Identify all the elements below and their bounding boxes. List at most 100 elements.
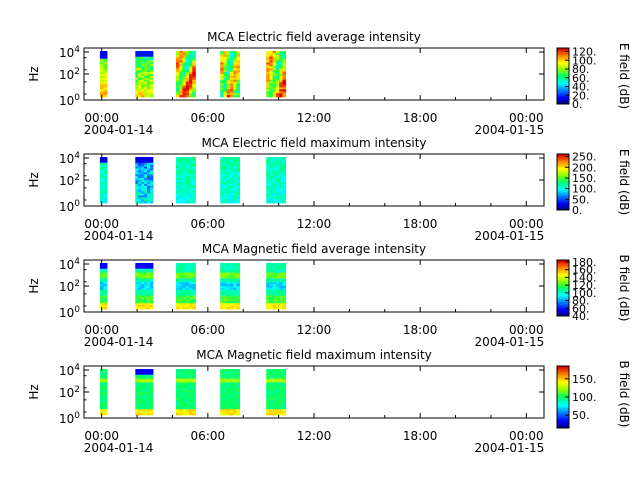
- heatmap-cell: [99, 162, 104, 166]
- heatmap-cell: [103, 268, 108, 272]
- heatmap-cell: [185, 68, 190, 71]
- data-block-5: [266, 157, 287, 204]
- colorbar-swatch: [557, 268, 569, 271]
- heatmap-cell: [144, 187, 148, 190]
- heatmap-cell: [275, 372, 280, 376]
- heatmap-cell: [266, 77, 270, 81]
- heatmap-cell: [150, 397, 154, 401]
- heatmap-cell: [279, 411, 283, 414]
- heatmap-cell: [182, 270, 187, 273]
- heatmap-cell: [233, 193, 237, 196]
- heatmap-cell: [229, 399, 234, 402]
- colorbar-swatch: [557, 200, 569, 203]
- heatmap-cell: [233, 170, 237, 173]
- heatmap-cell: [272, 164, 277, 167]
- heatmap-cell: [147, 62, 151, 65]
- heatmap-cell: [282, 93, 287, 96]
- heatmap-cell: [220, 180, 224, 183]
- heatmap-cell: [176, 95, 180, 98]
- heatmap-cell: [282, 263, 287, 266]
- heatmap-cell: [150, 199, 154, 202]
- heatmap-cell: [272, 299, 277, 302]
- heatmap-cell: [233, 185, 237, 189]
- heatmap-cell: [179, 303, 183, 306]
- heatmap-cell: [220, 278, 224, 281]
- heatmap-cell: [99, 172, 104, 175]
- heatmap-cell: [135, 286, 139, 289]
- heatmap-cell: [266, 187, 270, 190]
- heatmap-cell: [233, 390, 237, 393]
- heatmap-cell: [150, 264, 154, 268]
- colorbar-swatch: [557, 63, 569, 66]
- heatmap-cell: [182, 284, 187, 287]
- heatmap-cell: [266, 95, 270, 98]
- heatmap-cell: [269, 382, 274, 385]
- heatmap-cell: [135, 81, 139, 84]
- heatmap-cell: [229, 384, 234, 387]
- heatmap-cell: [182, 178, 187, 181]
- heatmap-cell: [236, 376, 241, 379]
- data-block-2: [135, 157, 154, 204]
- heatmap-cell: [138, 157, 142, 160]
- heatmap-cell: [223, 399, 228, 402]
- heatmap-cell: [192, 187, 196, 190]
- heatmap-cell: [275, 89, 280, 92]
- colorbar: 50.100.150. B field (dB): [556, 361, 631, 429]
- heatmap-cell: [182, 83, 187, 86]
- heatmap-cell: [182, 162, 187, 166]
- heatmap-cell: [223, 51, 228, 54]
- heatmap-cell: [188, 286, 193, 289]
- heatmap-cell: [179, 189, 183, 192]
- heatmap-cell: [192, 405, 196, 408]
- heatmap-cell: [144, 268, 148, 272]
- heatmap-cell: [192, 70, 196, 73]
- heatmap-cell: [185, 195, 190, 198]
- heatmap-cell: [229, 282, 234, 285]
- heatmap-cell: [103, 62, 108, 65]
- heatmap-cell: [150, 176, 154, 179]
- heatmap-cell: [144, 87, 148, 90]
- heatmap-cell: [179, 170, 183, 173]
- heatmap-cell: [279, 168, 283, 171]
- heatmap-cell: [229, 89, 234, 92]
- heatmap-cell: [223, 168, 228, 171]
- heatmap-cell: [176, 374, 180, 378]
- heatmap-cell: [144, 263, 148, 266]
- heatmap-cell: [147, 305, 151, 308]
- heatmap-cell: [226, 56, 231, 60]
- heatmap-cell: [229, 72, 234, 75]
- heatmap-cell: [223, 376, 228, 379]
- heatmap-cell: [229, 183, 234, 187]
- heatmap-cell: [147, 70, 151, 73]
- heatmap-cell: [220, 183, 224, 187]
- heatmap-cell: [138, 60, 142, 63]
- heatmap-cell: [150, 52, 154, 56]
- heatmap-cell: [103, 68, 108, 71]
- heatmap-cell: [236, 160, 241, 164]
- heatmap-cell: [141, 388, 145, 391]
- heatmap-cell: [226, 380, 231, 383]
- heatmap-cell: [269, 411, 274, 414]
- heatmap-cell: [176, 74, 180, 77]
- heatmap-cell: [236, 74, 241, 77]
- heatmap-cell: [233, 382, 237, 385]
- heatmap-cell: [144, 70, 148, 73]
- heatmap-cell: [236, 56, 241, 60]
- heatmap-cell: [223, 81, 228, 84]
- heatmap-cell: [236, 93, 241, 96]
- heatmap-cell: [269, 176, 274, 179]
- heatmap-cell: [233, 388, 237, 391]
- heatmap-cell: [266, 407, 270, 410]
- heatmap-cell: [272, 195, 277, 198]
- heatmap-cell: [141, 195, 145, 198]
- heatmap-cell: [188, 60, 193, 63]
- colorbar-swatch: [557, 91, 569, 94]
- heatmap-cell: [99, 268, 104, 272]
- heatmap-cell: [269, 181, 274, 185]
- heatmap-cell: [103, 274, 108, 277]
- heatmap-cell: [220, 301, 224, 304]
- heatmap-cell: [282, 87, 287, 90]
- heatmap-cell: [229, 370, 234, 374]
- x-date-label: 2004-01-14: [84, 335, 154, 349]
- heatmap-cell: [135, 266, 139, 270]
